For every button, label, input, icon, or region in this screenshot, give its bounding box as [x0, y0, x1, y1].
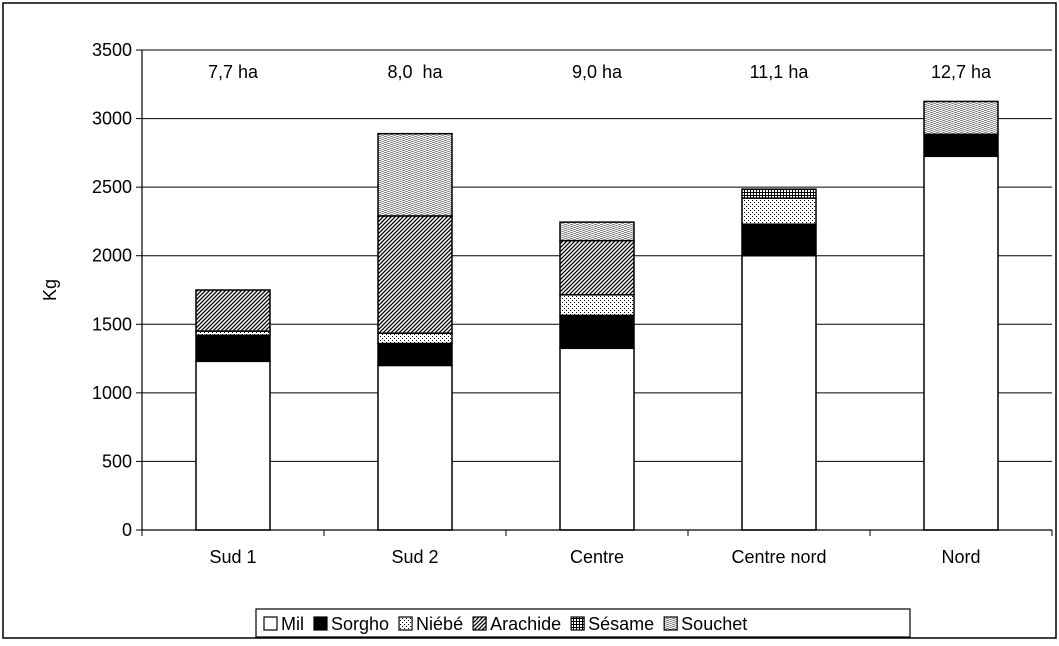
bar-segment	[195, 334, 271, 363]
legend-label: Arachide	[490, 614, 561, 634]
y-tick-label: 1500	[92, 314, 132, 334]
bar-segment	[377, 132, 453, 217]
legend-label: Mil	[281, 614, 304, 634]
bar-segment	[377, 332, 453, 345]
bar-annotation: 11,1 ha	[750, 62, 810, 82]
bar-segment	[923, 100, 999, 136]
bar-annotation: 9,0 ha	[572, 62, 623, 82]
legend-swatch	[472, 616, 487, 631]
x-tick-label: Nord	[941, 547, 980, 567]
bar-segment	[559, 294, 635, 317]
bar-segment	[923, 133, 999, 158]
legend-label: Souchet	[681, 614, 747, 634]
bar-segment	[741, 197, 817, 225]
bar-annotation: 12,7 ha	[931, 62, 992, 82]
legend-swatch	[313, 616, 328, 631]
bar-segment	[923, 155, 999, 531]
bar-annotation: 8,0 ha	[387, 62, 443, 82]
legend-label: Sorgho	[331, 614, 389, 634]
y-tick-label: 1000	[92, 383, 132, 403]
bar-segment	[741, 254, 817, 531]
y-tick-label: 500	[102, 451, 132, 471]
y-tick-label: 2500	[92, 177, 132, 197]
legend-label: Sésame	[588, 614, 654, 634]
x-tick-label: Centre	[570, 547, 624, 567]
y-axis-label: Kg	[40, 279, 60, 301]
bar-segment	[741, 223, 817, 257]
bar-segment	[377, 342, 453, 367]
legend-label: Niébé	[416, 614, 463, 634]
legend-swatch	[570, 616, 585, 631]
y-tick-label: 0	[122, 520, 132, 540]
y-tick-label: 3000	[92, 109, 132, 129]
axes: 0 500 1000 1500 2000 2500 3000 3500 Sud 1 Sud 2 Ce…	[92, 40, 1053, 567]
bar-segment	[195, 289, 271, 332]
bars	[195, 100, 999, 531]
y-tick-label: 2000	[92, 246, 132, 266]
bar-segment	[559, 314, 635, 350]
legend: Mil Sorgho Niébé Arachide Sésame Souchet	[255, 608, 911, 638]
bar-segment	[195, 360, 271, 531]
x-tick-label: Sud 2	[391, 547, 438, 567]
legend-swatch	[263, 616, 278, 631]
y-tick-label: 3500	[92, 40, 132, 60]
x-tick-label: Sud 1	[209, 547, 256, 567]
bar-segment	[559, 221, 635, 242]
legend-swatch	[663, 616, 678, 631]
legend-swatch	[398, 616, 413, 631]
annotations: 7,7 ha 8,0 ha 9,0 ha 11,1 ha 12,7 ha	[208, 62, 992, 82]
bar-annotation: 7,7 ha	[208, 62, 259, 82]
x-tick-label: Centre nord	[731, 547, 826, 567]
bar-segment	[377, 215, 453, 334]
bar-segment	[741, 188, 817, 199]
bar-segment	[377, 364, 453, 531]
bar-segment	[559, 347, 635, 531]
bar-segment	[559, 239, 635, 296]
